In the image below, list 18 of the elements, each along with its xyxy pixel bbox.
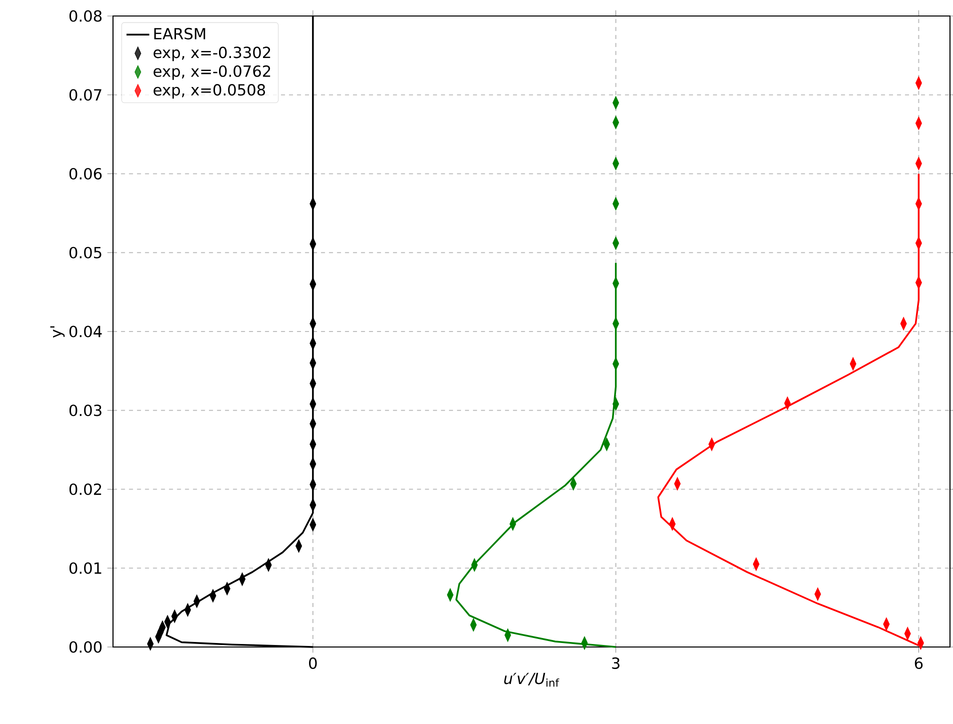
y-tick-label: 0.02 — [69, 483, 102, 496]
y-tick-label: 0.01 — [69, 562, 102, 574]
legend-label: EARSM — [154, 28, 206, 40]
x-axis-title: u′v′/U$_{inf}$ — [504, 672, 560, 687]
y-tick-label: 0.07 — [69, 89, 102, 101]
y-axis-title: y' — [50, 326, 65, 338]
legend-label: exp, x=-0.3302 — [154, 46, 270, 62]
legend-label: exp, x=0.0508 — [154, 84, 266, 99]
y-tick-label: 0.08 — [69, 10, 102, 22]
legend-label: exp, x=-0.0762 — [154, 65, 270, 80]
y-tick-label: 0.04 — [69, 326, 102, 338]
y-tick-label: 0.00 — [69, 641, 102, 653]
x-tick-label: 6 — [914, 657, 923, 669]
y-tick-label: 0.06 — [69, 168, 102, 180]
x-tick-label: 0 — [309, 657, 317, 669]
y-tick-label: 0.05 — [69, 246, 102, 258]
x-tick-label: 3 — [612, 657, 620, 669]
y-tick-label: 0.03 — [69, 404, 102, 416]
